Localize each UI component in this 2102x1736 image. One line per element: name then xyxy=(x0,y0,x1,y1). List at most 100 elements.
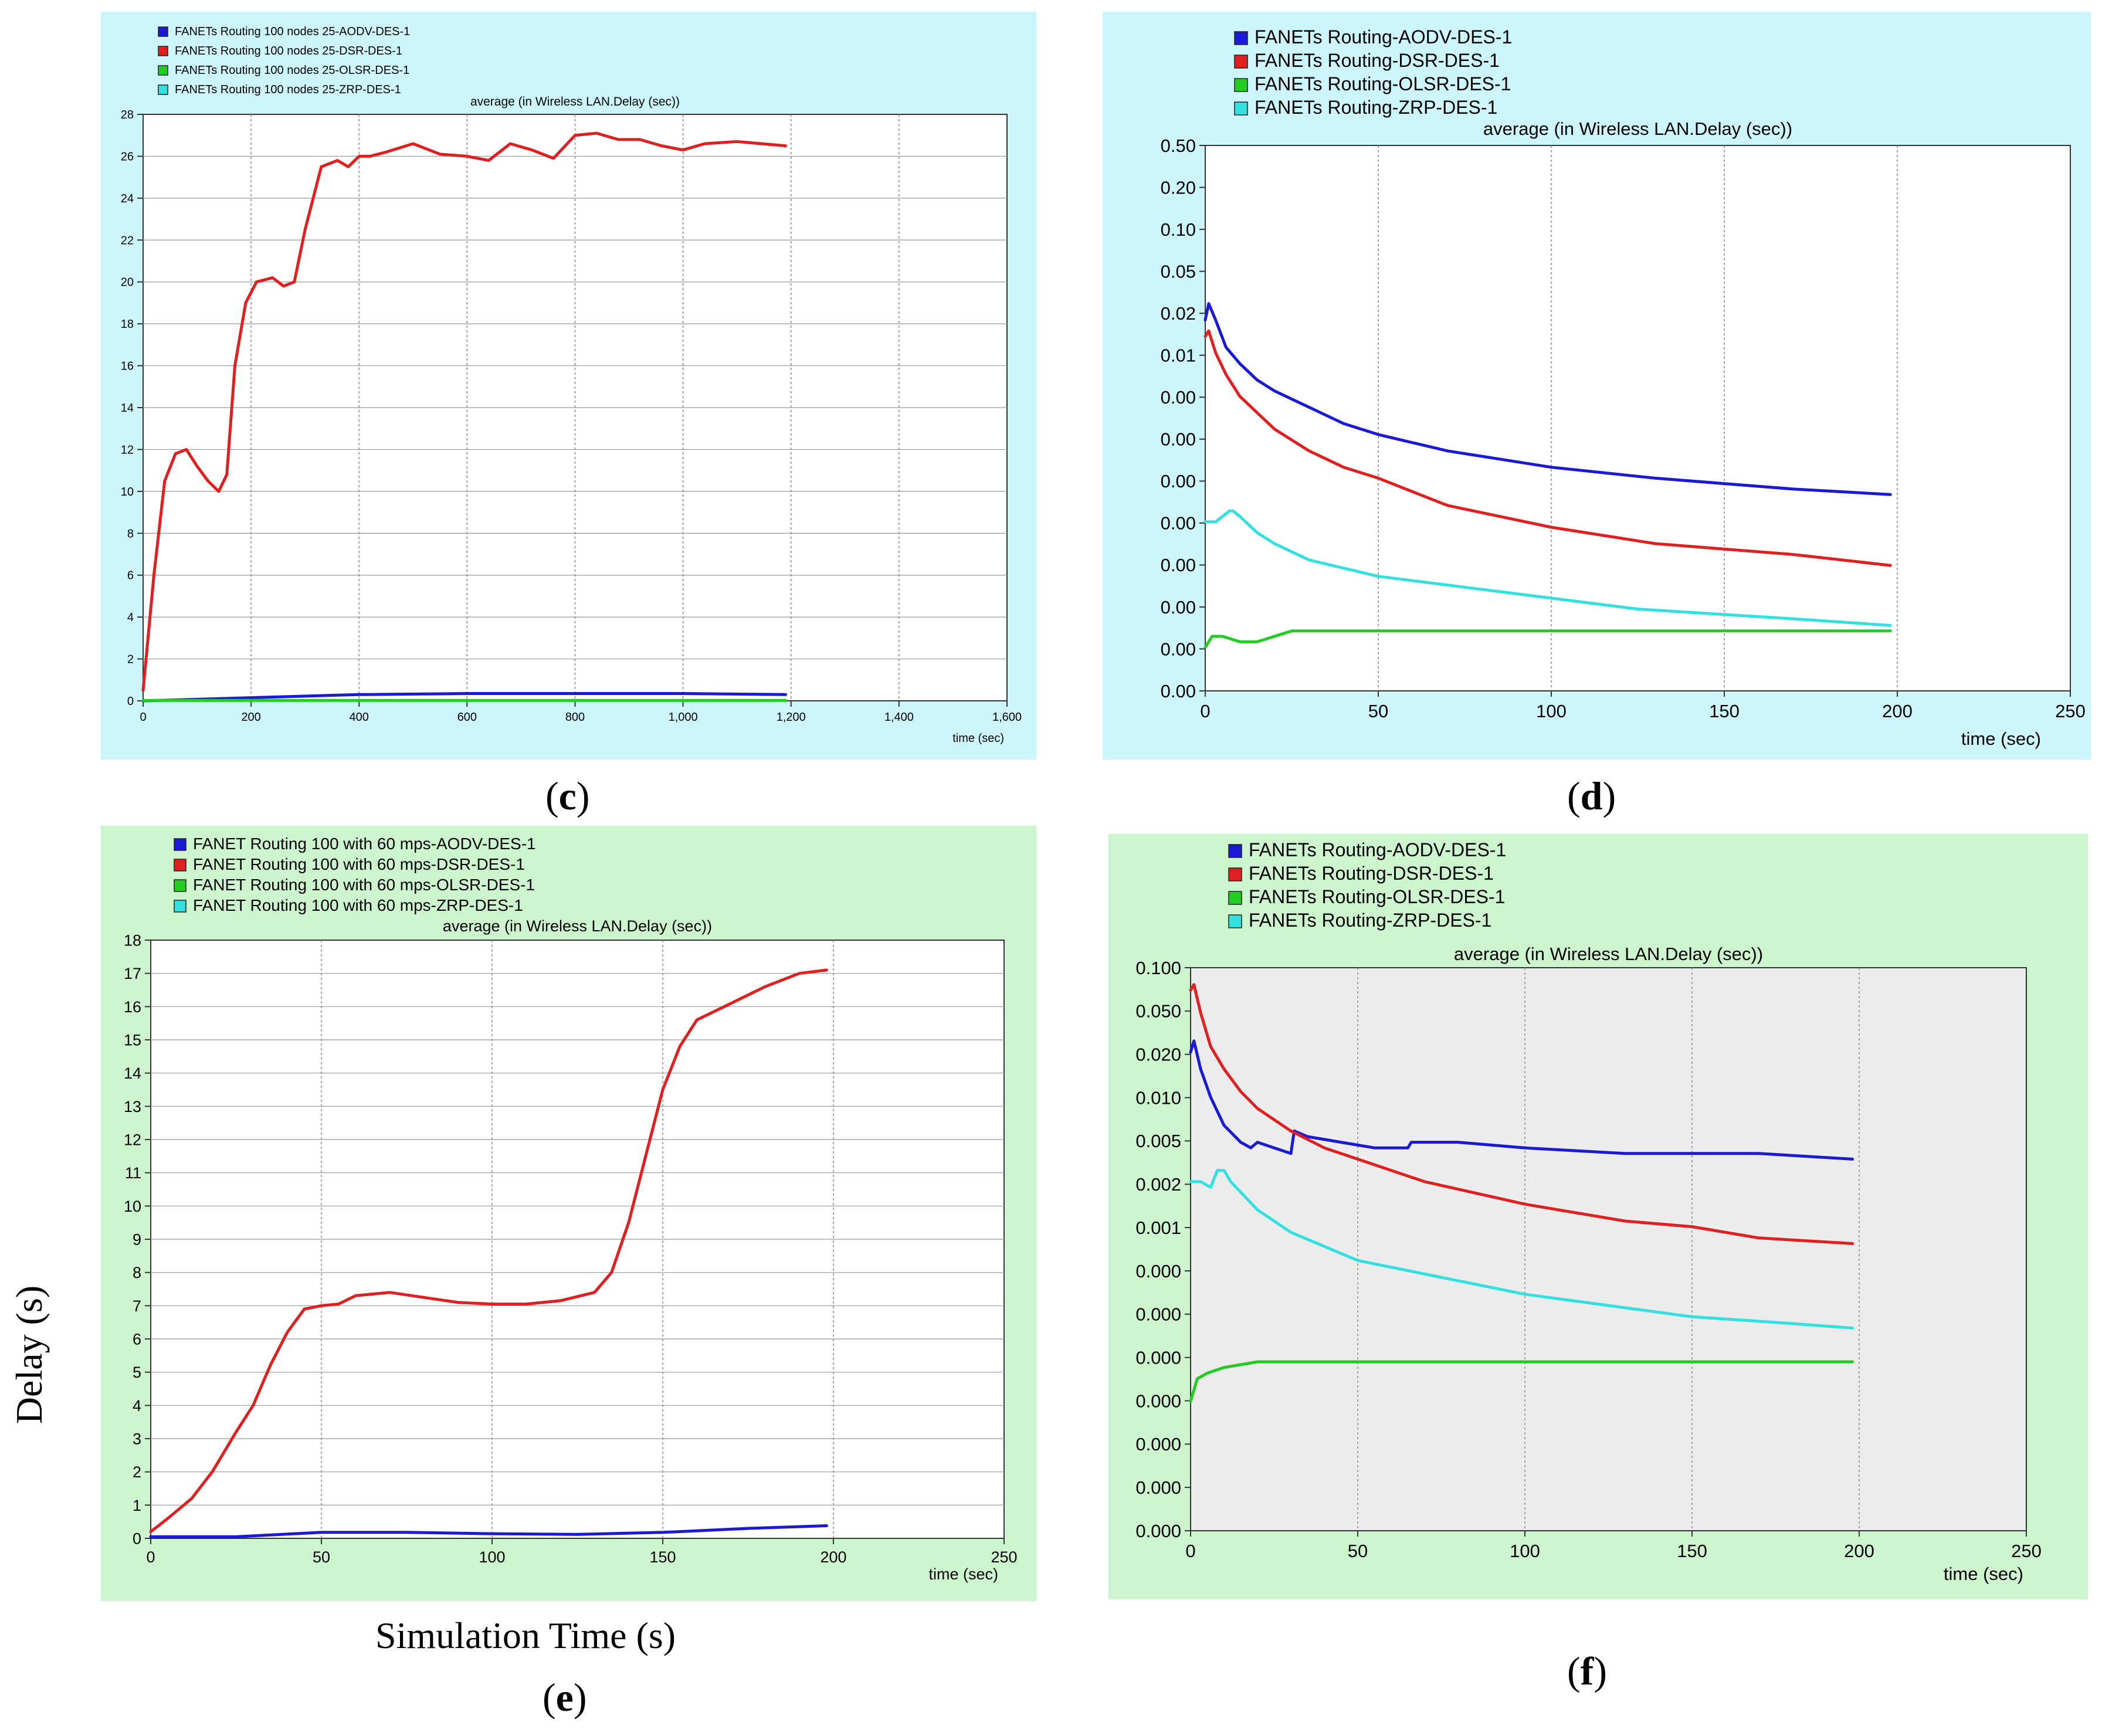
x-tick-label: 200 xyxy=(241,711,260,724)
y-tick-label: 6 xyxy=(127,569,134,582)
legend-swatch xyxy=(174,859,187,872)
caption-e: (e) xyxy=(543,1675,587,1720)
x-tick-label: 600 xyxy=(457,711,477,724)
caption-c: (c) xyxy=(545,774,590,818)
y-tick-label: 0.10 xyxy=(1161,219,1196,240)
x-tick-label: 100 xyxy=(479,1548,505,1566)
y-tick-label: 12 xyxy=(124,1131,141,1148)
legend-swatch xyxy=(158,26,168,37)
legend-label: FANETs Routing 100 nodes 25-ZRP-DES-1 xyxy=(175,83,401,96)
x-tick-label: 1,400 xyxy=(884,711,914,724)
y-tick-label: 0 xyxy=(127,695,134,708)
chart-panel-f: FANETs Routing-AODV-DES-1 FANETs Routing-… xyxy=(1108,834,2088,1599)
chart-f: FANETs Routing-AODV-DES-1 FANETs Routing-… xyxy=(1135,839,2042,1584)
x-tick-label: 200 xyxy=(820,1548,846,1566)
x-tick-label: 0 xyxy=(1185,1541,1195,1561)
y-tick-label: 0.005 xyxy=(1135,1131,1181,1151)
y-tick-label: 14 xyxy=(124,1064,141,1082)
x-tick-label: 50 xyxy=(1348,1541,1368,1561)
y-tick-label: 2 xyxy=(127,653,134,666)
plot-area xyxy=(1190,967,2027,1531)
x-tick-label: 250 xyxy=(2011,1541,2042,1561)
chart-panel-c: FANETs Routing 100 nodes 25-AODV-DES-1 FA… xyxy=(101,12,1036,760)
series-line xyxy=(141,131,787,692)
y-tick-label: 12 xyxy=(121,443,134,456)
y-tick-label: 2 xyxy=(133,1463,141,1481)
chart-title: average (in Wireless LAN.Delay (sec)) xyxy=(470,95,680,108)
legend-label: FANETs Routing 100 nodes 25-DSR-DES-1 xyxy=(175,45,402,57)
y-tick-label: 9 xyxy=(133,1230,141,1248)
y-tick-label: 26 xyxy=(121,150,134,163)
y-tick-label: 4 xyxy=(127,611,134,624)
y-tick-label: 16 xyxy=(124,998,141,1016)
legend-swatch xyxy=(1228,844,1242,858)
y-tick-label: 0.050 xyxy=(1135,1001,1181,1022)
x-axis-label: time (sec) xyxy=(928,1565,998,1583)
y-tick-label: 17 xyxy=(124,965,141,982)
chart-title: average (in Wireless LAN.Delay (sec)) xyxy=(1483,118,1792,139)
legend-label: FANETs Routing-OLSR-DES-1 xyxy=(1249,886,1505,907)
y-tick-label: 0.20 xyxy=(1161,177,1196,198)
x-tick-label: 1,600 xyxy=(992,711,1022,724)
chart-title: average (in Wireless LAN.Delay (sec)) xyxy=(443,917,712,935)
y-tick-label: 0.00 xyxy=(1161,387,1196,408)
y-tick-label: 16 xyxy=(121,360,134,373)
y-tick-label: 0.000 xyxy=(1135,1521,1181,1541)
y-tick-label: 0.000 xyxy=(1135,1391,1181,1411)
y-tick-label: 6 xyxy=(133,1330,141,1348)
legend-swatch xyxy=(158,65,168,76)
legend-swatch xyxy=(1228,891,1242,905)
legend-swatch xyxy=(174,900,187,913)
chart-title: average (in Wireless LAN.Delay (sec)) xyxy=(1454,944,1763,964)
caption-f: (f) xyxy=(1567,1649,1607,1693)
y-tick-label: 10 xyxy=(124,1198,141,1215)
legend-label: FANETs Routing-ZRP-DES-1 xyxy=(1249,910,1491,931)
legend-label: FANET Routing 100 with 60 mps-DSR-DES-1 xyxy=(193,855,525,873)
y-tick-label: 28 xyxy=(121,108,134,121)
chart-panel-e: FANET Routing 100 with 60 mps-AODV-DES-1… xyxy=(101,826,1036,1601)
legend-label: FANETs Routing-AODV-DES-1 xyxy=(1255,26,1512,48)
y-tick-label: 13 xyxy=(124,1098,141,1115)
x-tick-label: 400 xyxy=(350,711,369,724)
y-tick-label: 0.00 xyxy=(1161,513,1196,534)
x-tick-label: 200 xyxy=(1882,701,1913,721)
y-tick-label: 0.01 xyxy=(1161,345,1196,366)
y-tick-label: 8 xyxy=(127,527,134,540)
legend-swatch xyxy=(1234,55,1248,69)
legend-swatch xyxy=(1234,31,1248,45)
legend-label: FANETs Routing 100 nodes 25-OLSR-DES-1 xyxy=(175,64,409,77)
x-axis-label: time (sec) xyxy=(952,732,1004,745)
series-line xyxy=(149,1524,828,1538)
y-tick-label: 0.00 xyxy=(1161,471,1196,491)
y-tick-label: 0.00 xyxy=(1161,639,1196,659)
y-tick-label: 8 xyxy=(133,1264,141,1281)
y-tick-label: 0.002 xyxy=(1135,1174,1181,1195)
legend-swatch xyxy=(1234,78,1248,92)
y-tick-label: 11 xyxy=(125,1164,141,1182)
y-tick-label: 0.00 xyxy=(1161,429,1196,450)
chart-e: FANET Routing 100 with 60 mps-AODV-DES-1… xyxy=(124,835,1018,1583)
y-tick-label: 10 xyxy=(121,486,134,499)
x-tick-label: 100 xyxy=(1536,701,1567,721)
x-tick-label: 200 xyxy=(1844,1541,1874,1561)
y-tick-label: 0.00 xyxy=(1161,555,1196,575)
y-tick-label: 0 xyxy=(133,1530,141,1547)
y-tick-label: 18 xyxy=(124,931,141,949)
legend-label: FANETs Routing 100 nodes 25-AODV-DES-1 xyxy=(175,25,410,38)
y-tick-label: 0.100 xyxy=(1135,958,1181,978)
y-tick-label: 3 xyxy=(133,1430,141,1447)
y-tick-label: 14 xyxy=(121,402,134,415)
y-tick-label: 7 xyxy=(133,1297,141,1315)
x-tick-label: 250 xyxy=(991,1548,1017,1566)
series-line xyxy=(1189,1039,1854,1161)
y-tick-label: 22 xyxy=(121,234,134,247)
y-tick-label: 0.00 xyxy=(1161,681,1196,701)
y-tick-label: 0.50 xyxy=(1161,135,1196,156)
x-tick-label: 250 xyxy=(2055,701,2086,721)
x-tick-label: 800 xyxy=(565,711,585,724)
series-line xyxy=(149,968,828,1534)
y-tick-label: 20 xyxy=(121,276,134,289)
chart-panel-d: FANETs Routing-AODV-DES-1 FANETs Routing-… xyxy=(1103,12,2091,760)
series-line xyxy=(1203,629,1892,649)
